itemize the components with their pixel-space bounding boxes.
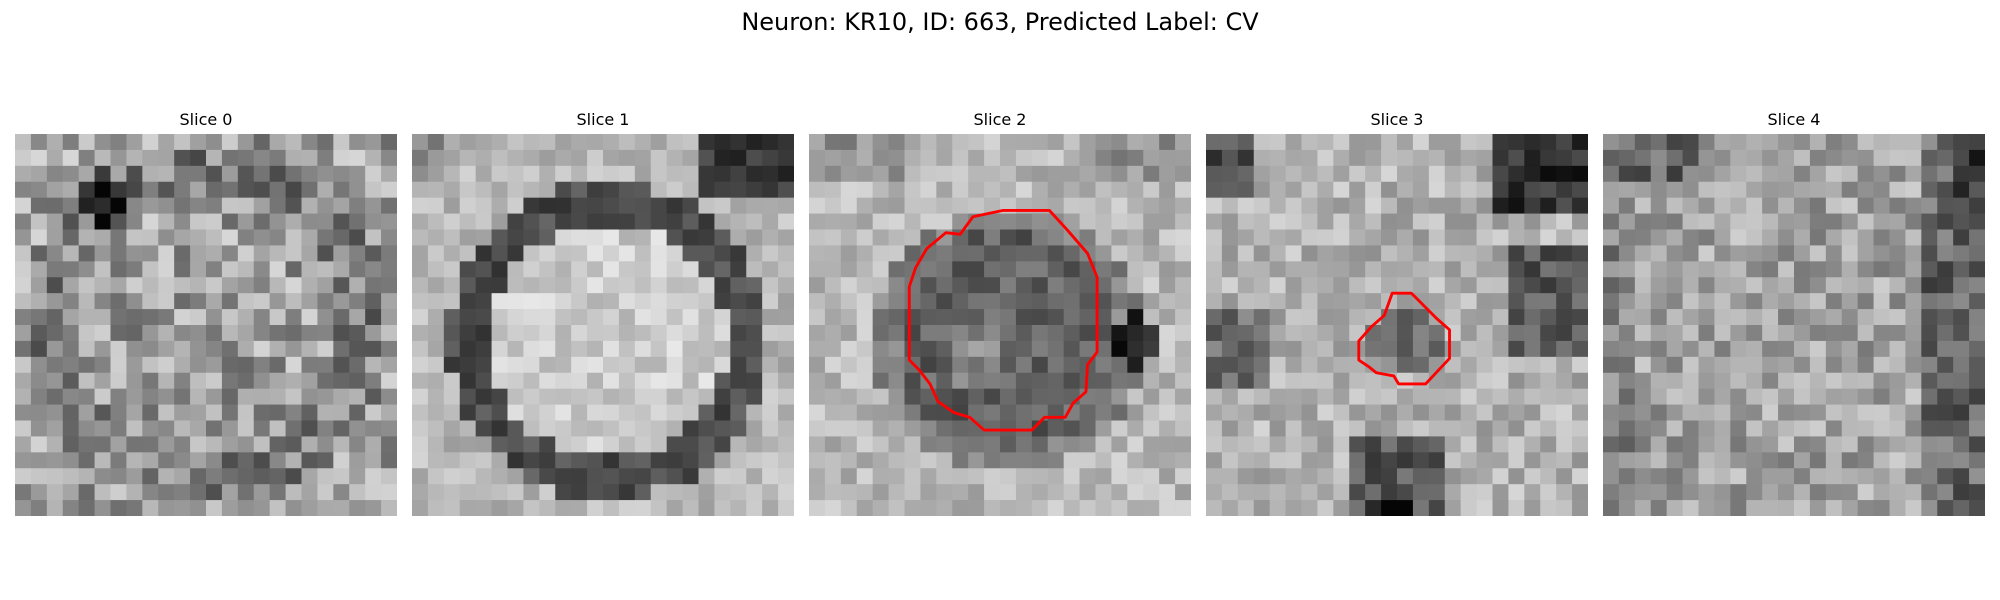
slice-1-title: Slice 1 — [576, 110, 630, 129]
figure-title: Neuron: KR10, ID: 663, Predicted Label: … — [741, 8, 1259, 36]
slice-3-heatmap — [1206, 134, 1588, 516]
slice-2-outline — [907, 208, 1099, 432]
slice-2-image — [809, 134, 1191, 516]
slice-0-image — [15, 134, 397, 516]
slice-4-image — [1603, 134, 1985, 516]
slice-0-title: Slice 0 — [179, 110, 233, 129]
slice-1-image — [412, 134, 794, 516]
slice-4-title: Slice 4 — [1767, 110, 1821, 129]
slice-0-heatmap — [15, 134, 397, 516]
slice-4-heatmap — [1603, 134, 1985, 516]
slice-3-title: Slice 3 — [1370, 110, 1424, 129]
slice-3-outline — [1357, 291, 1451, 386]
slice-2-heatmap — [809, 134, 1191, 516]
slice-3-image — [1206, 134, 1588, 516]
slice-2-title: Slice 2 — [973, 110, 1027, 129]
slice-1-heatmap — [412, 134, 794, 516]
